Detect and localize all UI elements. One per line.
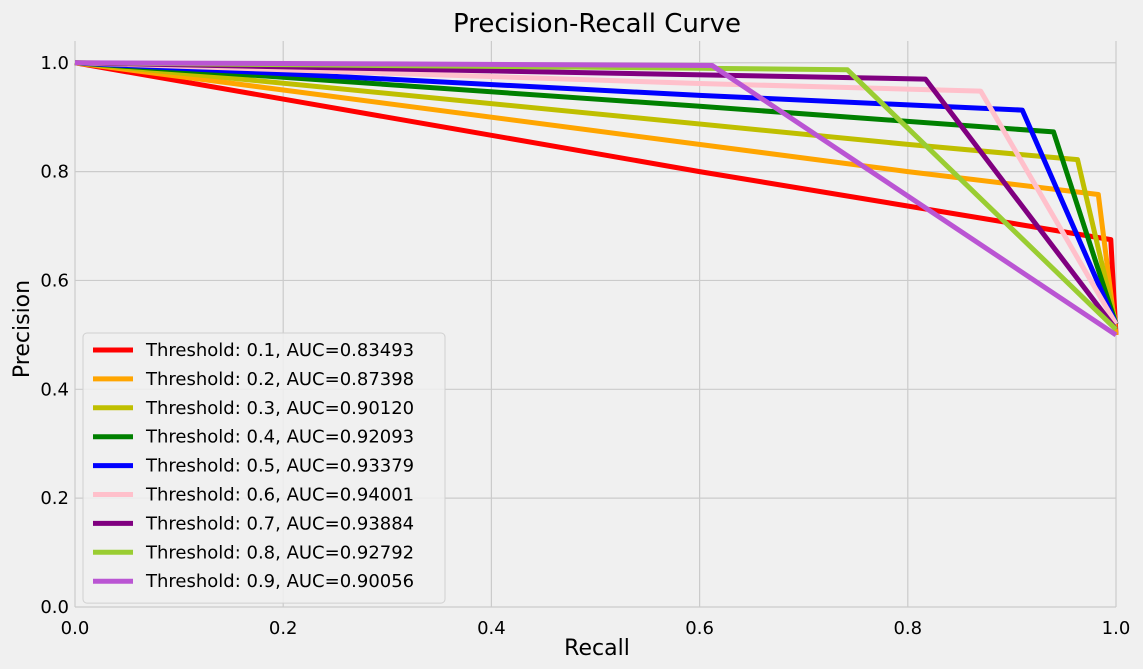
x-tick-label: 0.0	[61, 618, 90, 639]
legend-label-7: Threshold: 0.7, AUC=0.93884	[145, 513, 414, 534]
legend-label-1: Threshold: 0.1, AUC=0.83493	[145, 340, 414, 361]
y-axis-label: Precision	[10, 280, 35, 378]
series-line-3	[74, 60, 1119, 325]
tick-labels: 0.0 0.2 0.4 0.6 0.8 1.0 0.0 0.2 0.4 0.6 0.8 1.0	[40, 53, 1130, 639]
y-tick-label: 1.0	[40, 53, 69, 74]
series-line-5	[74, 60, 1119, 326]
legend-label-6: Threshold: 0.6, AUC=0.94001	[145, 485, 414, 506]
x-tick-label: 0.6	[685, 618, 714, 639]
series-line-4	[74, 60, 1119, 325]
legend-label-4: Threshold: 0.4, AUC=0.92093	[145, 427, 414, 448]
y-tick-label: 0.8	[40, 162, 69, 183]
x-tick-label: 1.0	[1102, 618, 1131, 639]
legend-box	[82, 332, 446, 604]
y-tick-label: 0.2	[40, 488, 69, 509]
series-line-9	[74, 60, 1118, 337]
legend-label-5: Threshold: 0.5, AUC=0.93379	[145, 456, 414, 477]
x-tick-label: 0.4	[477, 618, 506, 639]
legend-label-9: Threshold: 0.9, AUC=0.90056	[145, 571, 414, 592]
series-line-1	[74, 60, 1119, 336]
series-lines	[74, 60, 1119, 337]
legend: Threshold: 0.1, AUC=0.83493 Threshold: 0.…	[82, 332, 446, 604]
y-tick-label: 0.4	[40, 379, 69, 400]
y-tick-label: 0.6	[40, 270, 69, 291]
series-line-6	[74, 60, 1119, 326]
y-tick-label: 0.0	[40, 597, 69, 618]
chart-title: Precision-Recall Curve	[453, 9, 741, 39]
legend-label-2: Threshold: 0.2, AUC=0.87398	[145, 369, 414, 390]
legend-label-3: Threshold: 0.3, AUC=0.90120	[145, 398, 414, 419]
x-tick-label: 0.8	[893, 618, 922, 639]
x-tick-label: 0.2	[269, 618, 298, 639]
x-axis-label: Recall	[564, 636, 630, 661]
legend-label-8: Threshold: 0.8, AUC=0.92792	[145, 542, 414, 563]
